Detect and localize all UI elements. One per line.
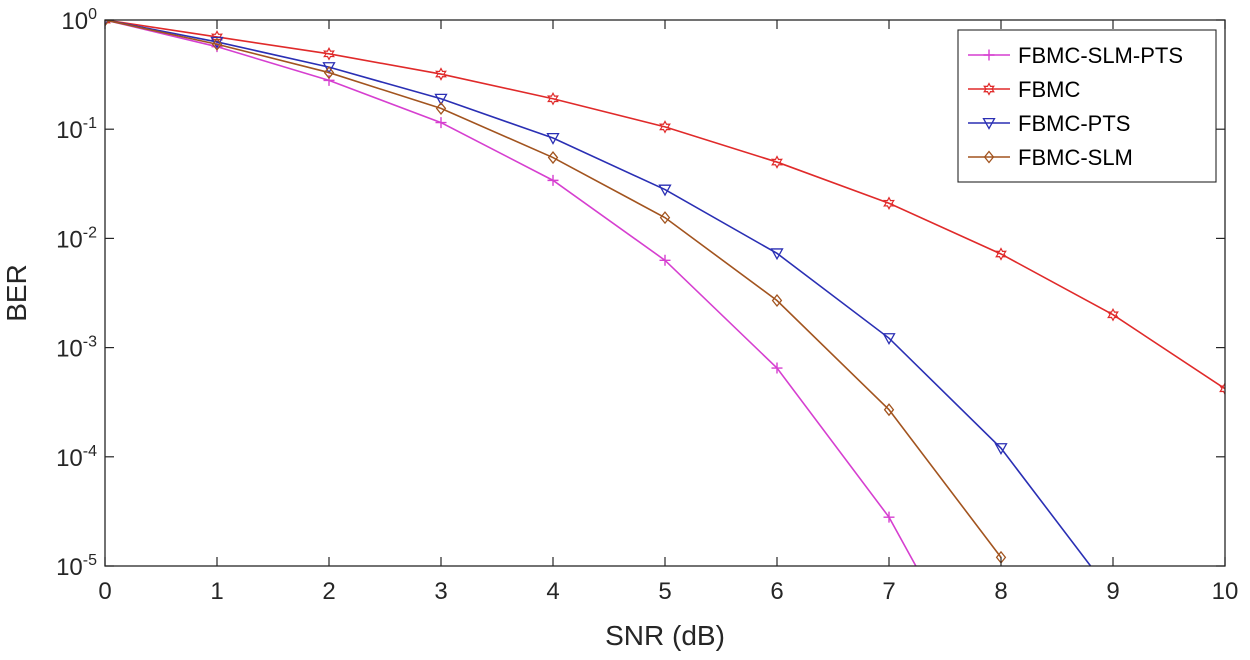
x-tick-label: 5 <box>658 578 671 605</box>
series-fbmc <box>105 20 1225 396</box>
x-tick-label: 7 <box>882 578 895 605</box>
legend-label: FBMC-SLM <box>1018 145 1133 170</box>
data-point <box>1107 307 1119 322</box>
y-tick-label: 10-2 <box>56 224 97 253</box>
series-fbmc-slm <box>105 20 1007 564</box>
legend-entry: FBMC-SLM-PTS <box>968 43 1183 68</box>
data-point <box>994 443 1008 455</box>
data-point <box>322 62 336 74</box>
x-tick-label: 9 <box>1106 578 1119 605</box>
series-line <box>105 20 1002 558</box>
data-point <box>323 47 335 61</box>
legend: FBMC-SLM-PTS FBMC FBMC-PTS FBMC-SLM <box>957 29 1217 183</box>
data-point <box>995 247 1007 261</box>
data-point <box>771 362 783 374</box>
legend-label: FBMC <box>1018 77 1080 102</box>
data-point <box>658 184 672 197</box>
data-point <box>659 120 671 134</box>
series-line <box>105 20 1225 390</box>
y-tick-label: 10-4 <box>56 443 97 472</box>
legend-marker <box>982 117 996 130</box>
x-tick-label: 6 <box>770 578 783 605</box>
legend-entry: FBMC-PTS <box>968 111 1130 136</box>
x-tick-label: 1 <box>210 578 223 605</box>
data-point <box>771 155 783 169</box>
data-point <box>883 403 895 417</box>
x-tick-label: 0 <box>98 578 111 605</box>
data-point <box>546 132 560 145</box>
x-tick-label: 2 <box>322 578 335 605</box>
data-point <box>434 93 448 106</box>
data-point <box>770 248 784 261</box>
data-point <box>435 101 447 115</box>
legend-label: FBMC-PTS <box>1018 111 1130 136</box>
data-point <box>547 174 559 186</box>
x-axis-label: SNR (dB) <box>605 620 725 651</box>
legend-marker <box>983 82 995 96</box>
data-point <box>883 511 895 523</box>
data-point <box>547 151 559 165</box>
x-tick-label: 3 <box>434 578 447 605</box>
data-point <box>435 117 447 129</box>
axes-layer: 0 1 2 3 4 5 6 7 8 9 10 100 10-1 10-2 10-3 10-4 10-5 <box>56 6 1238 605</box>
data-point <box>1219 381 1225 396</box>
x-tick-label: 10 <box>1212 578 1239 605</box>
y-tick-label: 100 <box>61 6 97 35</box>
data-point <box>323 74 335 86</box>
legend-entry: FBMC <box>968 77 1080 102</box>
data-point <box>547 91 559 106</box>
y-tick-label: 10-3 <box>56 334 97 363</box>
data-point <box>883 196 895 211</box>
data-point <box>435 67 447 81</box>
y-tick-label: 10-1 <box>56 115 97 144</box>
x-tick-label: 8 <box>994 578 1007 605</box>
data-point <box>771 293 783 308</box>
y-axis-label: BER <box>1 264 32 322</box>
data-point <box>211 37 223 51</box>
legend-marker <box>983 49 995 61</box>
series-layer <box>105 20 1225 566</box>
data-point <box>882 333 896 346</box>
y-tick-label: 10-5 <box>56 552 97 581</box>
series-line <box>105 20 1092 566</box>
legend-marker <box>983 150 995 164</box>
data-point <box>659 254 671 266</box>
legend-label: FBMC-SLM-PTS <box>1018 43 1183 68</box>
data-point <box>659 211 671 225</box>
data-point <box>323 66 335 80</box>
x-tick-label: 4 <box>546 578 559 605</box>
legend-entry: FBMC-SLM <box>968 145 1133 170</box>
